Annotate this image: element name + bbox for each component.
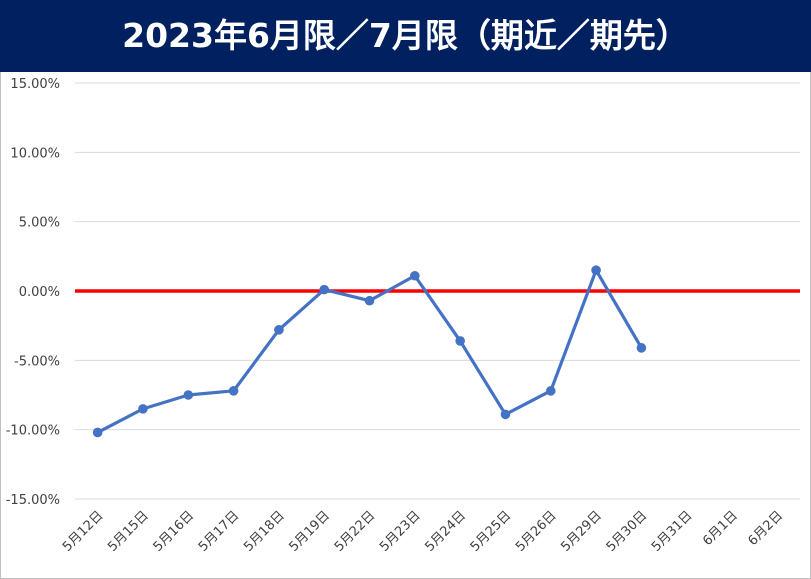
series — [92, 265, 647, 438]
data-point — [92, 427, 103, 438]
data-point — [319, 284, 330, 295]
data-point — [545, 386, 556, 396]
x-tick-label: 5月26日 — [513, 508, 560, 555]
x-tick-label: 5月18日 — [241, 508, 288, 555]
data-point — [274, 325, 284, 335]
data-point — [410, 270, 420, 281]
x-tick-label: 5月24日 — [422, 508, 469, 555]
data-point — [591, 265, 601, 276]
data-point — [455, 336, 465, 346]
data-point — [364, 295, 375, 306]
x-tick-label: 5月29日 — [558, 508, 605, 555]
y-tick-label: -5.00% — [14, 354, 60, 369]
y-tick-label: 0.00% — [19, 285, 60, 300]
chart-title: 2023年6月限／7月限（期近／期先） — [122, 16, 689, 55]
x-tick-label: 5月16日 — [151, 508, 198, 555]
data-point — [228, 386, 239, 396]
x-axis-ticks: 5月12日5月15日5月16日5月17日5月18日5月19日5月22日5月23日… — [60, 508, 786, 555]
y-axis-ticks: 15.00% 10.00% 5.00% 0.00% -5.00% -10.00% -15.0… — [6, 77, 60, 508]
y-tick-label: 5.00% — [19, 216, 60, 231]
x-tick-label: 6月1日 — [700, 508, 741, 549]
x-tick-label: 5月31日 — [649, 508, 696, 555]
x-tick-label: 5月30日 — [604, 508, 651, 555]
x-tick-label: 5月15日 — [105, 508, 152, 555]
x-tick-label: 5月12日 — [60, 508, 107, 555]
y-tick-label: 10.00% — [10, 146, 60, 161]
y-tick-label: 15.00% — [10, 77, 60, 92]
series-line — [96, 268, 643, 434]
x-tick-label: 6月2日 — [745, 508, 786, 549]
y-tick-label: -15.00% — [6, 493, 60, 508]
x-tick-label: 5月17日 — [196, 508, 243, 555]
x-tick-label: 5月22日 — [332, 508, 379, 555]
x-tick-label: 5月23日 — [377, 508, 424, 555]
x-tick-label: 5月19日 — [286, 508, 333, 555]
data-point — [500, 409, 511, 420]
y-tick-label: -10.00% — [6, 424, 60, 439]
title-bar: 2023年6月限／7月限（期近／期先） — [0, 0, 811, 72]
x-tick-label: 5月25日 — [468, 508, 515, 555]
data-point — [183, 390, 194, 400]
data-point — [636, 343, 647, 353]
data-point — [138, 404, 148, 414]
